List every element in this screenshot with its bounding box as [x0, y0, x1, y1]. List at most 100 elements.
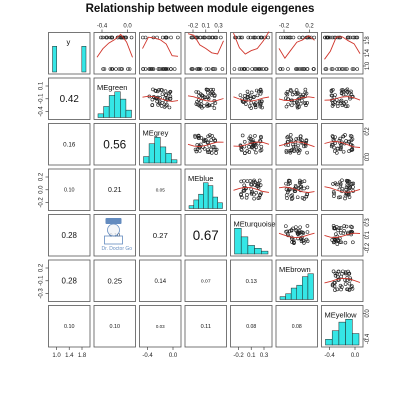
- scatter-point: [193, 133, 197, 138]
- scatter-point: [351, 181, 356, 186]
- scatter-point: [238, 35, 243, 40]
- scatter-point: [296, 136, 301, 141]
- scatter-point: [209, 147, 213, 152]
- scatter-point: [108, 35, 113, 40]
- scatter-point: [167, 91, 171, 96]
- tick-label: -0.3: [39, 288, 45, 299]
- scatter-point: [338, 141, 342, 145]
- histogram-bar: [97, 113, 104, 118]
- panel-frame: [93, 214, 136, 257]
- tick-label: 0.1: [39, 81, 45, 90]
- scatter-point: [291, 144, 296, 149]
- panel-frame: [275, 77, 318, 120]
- scatter-point: [351, 240, 355, 245]
- tick-label: 0.0: [169, 353, 178, 359]
- panel-frame: [93, 123, 136, 166]
- scatter-point: [278, 35, 283, 40]
- panel-MEgrey-y: 0.16: [48, 123, 91, 166]
- variable-label: MEbrown: [279, 265, 311, 274]
- scatter-point: [266, 35, 270, 40]
- scatter-point: [300, 196, 305, 200]
- scatter-point: [332, 139, 337, 143]
- scatter-point: [210, 103, 215, 107]
- scatter-point: [330, 67, 335, 71]
- scatter-point: [207, 35, 212, 40]
- scatter-point: [249, 101, 254, 105]
- scatter-point: [305, 224, 310, 228]
- scatter-point: [285, 196, 289, 200]
- scatter-point: [247, 150, 252, 154]
- smooth-line: [278, 186, 315, 193]
- correlation-value: 0.16: [63, 141, 76, 148]
- scatter-point: [291, 142, 295, 147]
- scatter-point: [346, 35, 351, 40]
- scatter-point: [345, 275, 350, 280]
- variable-label: MEyellow: [325, 311, 358, 320]
- scatter-point: [329, 67, 334, 71]
- scatter-point: [202, 35, 207, 40]
- panel-frame: [48, 32, 91, 75]
- scatter-point: [256, 185, 261, 190]
- correlation-value: 0.08: [246, 324, 256, 330]
- scatter-point: [312, 67, 316, 71]
- scatter-point: [207, 150, 212, 154]
- histogram-bar: [165, 153, 172, 164]
- scatter-point: [202, 147, 207, 151]
- variable-label: MEturquoise: [234, 220, 276, 229]
- scatter-point: [213, 67, 218, 71]
- scatter-point: [214, 35, 219, 40]
- variable-label: MEblue: [188, 174, 213, 183]
- scatter-point: [302, 67, 307, 71]
- scatter-point: [254, 150, 258, 155]
- scatter-point: [284, 91, 289, 96]
- scatter-point: [288, 87, 293, 92]
- scatter-point: [329, 144, 334, 149]
- scatter-point: [206, 91, 210, 95]
- scatter-point: [298, 134, 303, 139]
- scatter-point: [349, 285, 354, 289]
- scatter-point: [286, 134, 290, 139]
- scatter-point: [239, 192, 243, 196]
- scatter-point: [344, 99, 348, 104]
- correlation-value: 0.03: [156, 324, 165, 329]
- scatter-point: [335, 151, 339, 155]
- scatter-point: [213, 35, 218, 40]
- scatter-point: [250, 67, 254, 71]
- scatter-point: [289, 137, 293, 141]
- histogram-bar: [154, 137, 161, 164]
- scatter-point: [332, 194, 336, 198]
- scatter-point: [305, 230, 310, 234]
- smooth-line: [142, 95, 179, 102]
- histogram-bar: [296, 284, 303, 300]
- scatter-point: [159, 104, 164, 108]
- panel-MEblue-MEblue: MEblue: [184, 168, 227, 211]
- correlation-value: 0.21: [108, 187, 122, 194]
- scatter-point: [249, 183, 254, 187]
- scatter-point: [347, 271, 352, 276]
- scatter-point: [288, 150, 293, 155]
- panel-MEblue-MEgrey: 0.05: [139, 168, 182, 211]
- panel-frame: [139, 214, 182, 257]
- smooth-line: [233, 186, 270, 193]
- scatter-point: [202, 137, 206, 142]
- scatter-point: [118, 35, 123, 40]
- scatter-point: [256, 182, 261, 187]
- histogram-bar: [120, 98, 127, 118]
- histogram-bar: [160, 146, 167, 164]
- tick-label: 1.4: [65, 353, 74, 359]
- scatter-point: [194, 90, 199, 94]
- scatter-point: [258, 193, 262, 197]
- panel-frame: [139, 305, 182, 348]
- scatter-point: [339, 145, 343, 149]
- histogram-bar: [345, 319, 353, 346]
- panel-frame: [321, 259, 364, 302]
- scatter-point: [342, 224, 347, 228]
- scatter-point: [244, 186, 248, 191]
- scatter-point: [99, 35, 103, 40]
- scatter-point: [110, 35, 114, 40]
- scatter-point: [341, 149, 346, 154]
- scatter-point: [261, 67, 265, 71]
- panel-y-MEyellow: [321, 32, 364, 75]
- scatter-point: [162, 105, 167, 109]
- scatter-point: [160, 88, 164, 92]
